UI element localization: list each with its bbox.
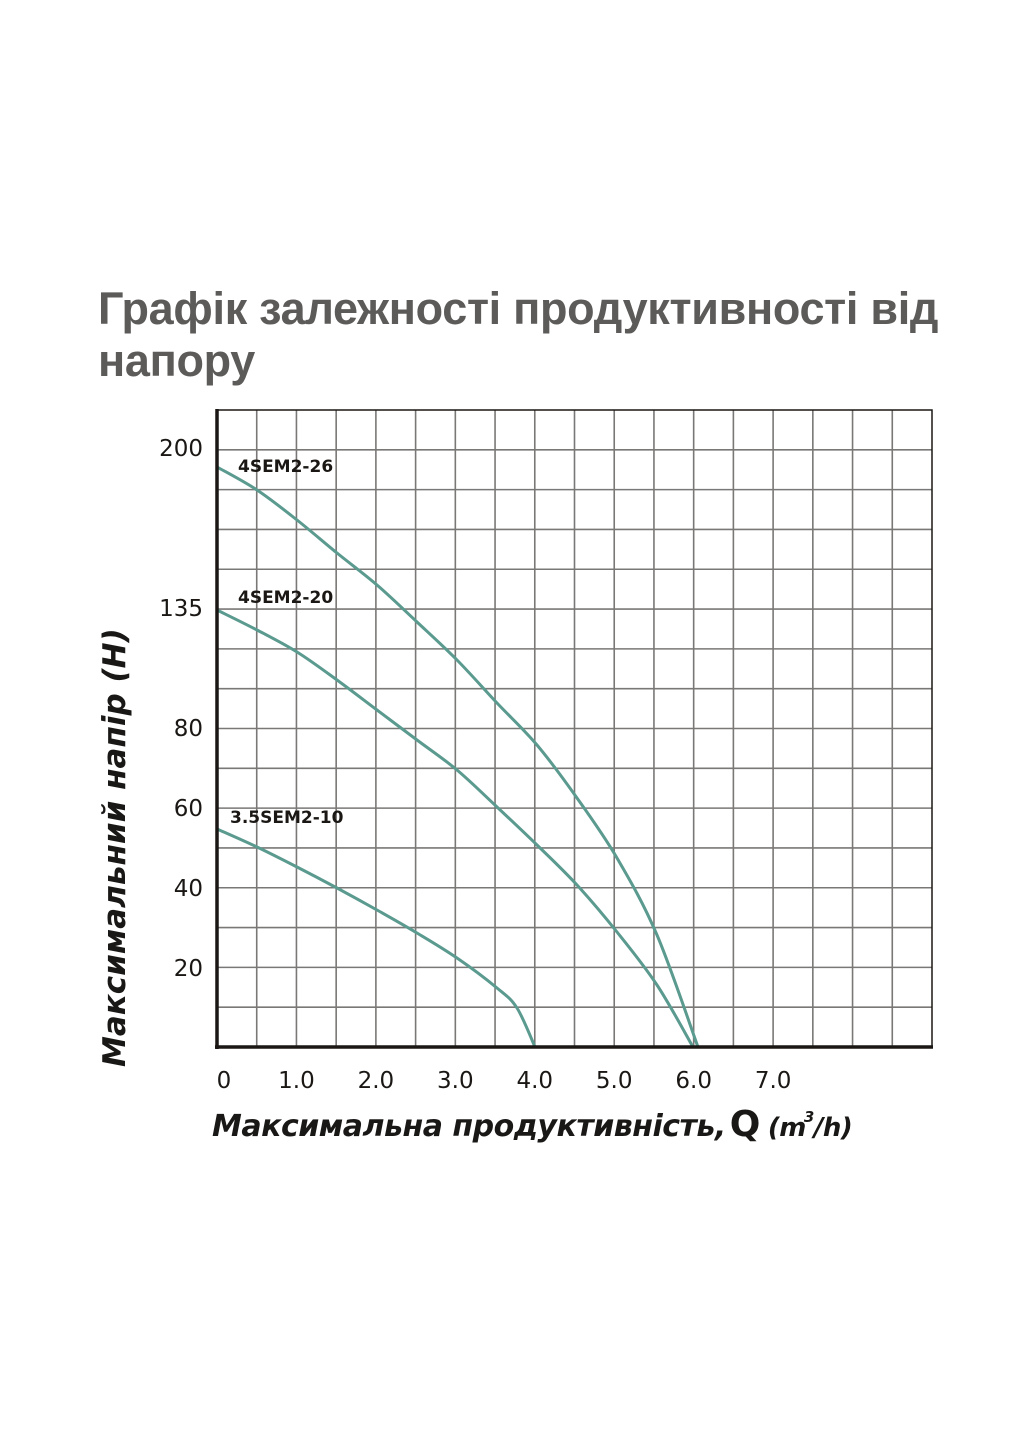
y-tick-label: 80 [174,716,203,742]
y-tick-label: 135 [159,596,203,622]
x-axis-label-text: Максимальна продуктивність, [212,1109,726,1144]
x-tick-label: 0 [217,1068,232,1094]
x-axis-ticks: 0 1.0 2.0 3.0 4.0 5.0 6.0 7.0 [217,1068,792,1094]
pump-curves [216,465,700,1048]
curve-35sem2-10 [216,827,537,1048]
y-axis-ticks: 200 135 80 60 40 20 [159,436,203,982]
chart-title: Графік залежності продуктивності від нап… [98,283,939,386]
curve-labels: 4SEM2-26 4SEM2-20 3.5SEM2-10 [230,457,344,828]
x-axis-symbol: Q [729,1104,761,1145]
y-tick-label: 200 [159,436,203,462]
curve-label: 4SEM2-20 [238,588,333,608]
x-tick-label: 5.0 [596,1068,633,1094]
x-tick-label: 2.0 [358,1068,395,1094]
curve-4sem2-20 [216,608,695,1048]
curve-label: 4SEM2-26 [238,457,333,477]
x-tick-label: 4.0 [516,1068,553,1094]
x-tick-label: 7.0 [755,1068,792,1094]
y-tick-label: 40 [174,876,203,902]
x-tick-label: 1.0 [278,1068,315,1094]
x-axis-label: Максимальна продуктивність, Q (m3/h) [212,1104,853,1145]
x-axis-unit: (m3/h) [767,1108,853,1143]
curve-4sem2-26 [216,465,700,1048]
x-tick-label: 6.0 [675,1068,712,1094]
curve-label: 3.5SEM2-10 [230,808,344,828]
grid-lines [217,410,932,1047]
y-tick-label: 20 [174,956,203,982]
x-tick-label: 3.0 [437,1068,474,1094]
y-tick-label: 60 [174,796,203,822]
y-axis-label: Максимальний напір (H) [97,628,133,1067]
